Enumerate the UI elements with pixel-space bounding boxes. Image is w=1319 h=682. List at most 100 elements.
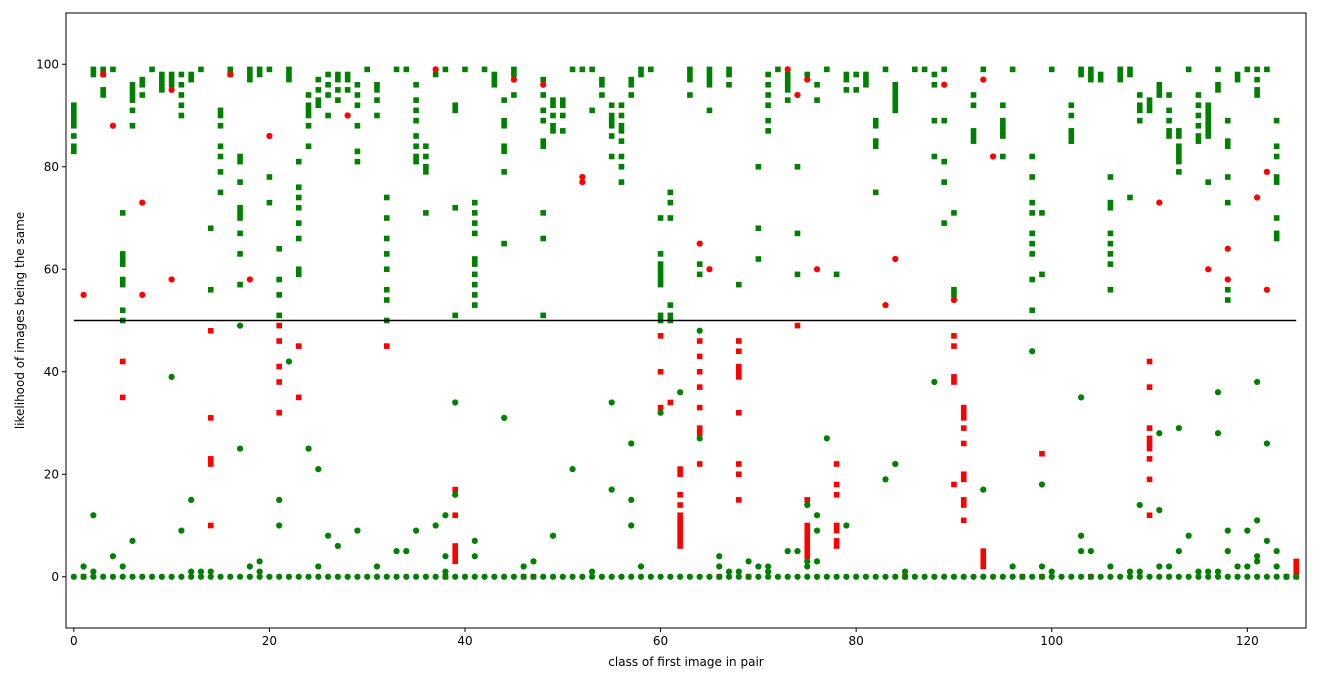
data-point-circle — [1048, 568, 1055, 575]
data-point-circle — [139, 573, 146, 580]
data-point-square — [696, 271, 703, 278]
data-point-square — [178, 92, 185, 98]
data-point-square — [1264, 66, 1270, 73]
data-point-circle — [1107, 573, 1114, 580]
data-point-square — [696, 425, 703, 431]
data-point-square — [383, 194, 390, 201]
data-point-circle — [305, 445, 312, 452]
data-point-circle — [657, 573, 664, 580]
data-point-square — [970, 102, 977, 109]
data-point-circle — [197, 568, 205, 575]
data-point-square — [1166, 92, 1172, 98]
data-point-circle — [491, 573, 498, 580]
data-point-circle — [1214, 389, 1222, 396]
data-point-square — [325, 71, 331, 78]
data-point-square — [569, 66, 576, 73]
data-point-circle — [696, 240, 703, 247]
data-point-square — [159, 71, 165, 78]
data-point-square — [413, 97, 419, 103]
data-point-square — [423, 153, 429, 160]
data-point-circle — [1175, 548, 1182, 555]
data-point-circle — [1263, 286, 1270, 293]
data-point-square — [726, 81, 732, 88]
data-point-square — [295, 271, 302, 278]
data-point-square — [423, 143, 429, 150]
data-point-square — [951, 333, 957, 339]
data-point-square — [1107, 199, 1114, 206]
data-point-square — [1254, 87, 1260, 93]
data-point-square — [804, 543, 811, 549]
data-point-square — [608, 102, 615, 109]
data-point-circle — [677, 389, 684, 396]
data-point-square — [755, 256, 762, 262]
data-point-square — [305, 92, 312, 98]
data-point-square — [305, 107, 312, 114]
data-point-square — [295, 343, 302, 349]
data-point-circle — [158, 573, 165, 580]
data-point-square — [471, 271, 478, 278]
data-point-circle — [1254, 517, 1261, 524]
data-point-square — [1146, 440, 1153, 447]
data-point-square — [452, 553, 459, 560]
data-point-circle — [1254, 573, 1261, 580]
data-point-square — [1166, 117, 1172, 124]
data-point-square — [550, 97, 556, 103]
data-point-square — [970, 128, 977, 134]
data-point-circle — [608, 399, 615, 406]
data-point-square — [1029, 240, 1035, 247]
data-point-circle — [1097, 573, 1104, 580]
data-point-square — [696, 430, 703, 437]
data-point-square — [559, 112, 566, 119]
x-tick-label: 100 — [1040, 634, 1063, 648]
data-point-square — [413, 143, 419, 150]
data-point-circle — [452, 491, 459, 498]
data-point-square — [1029, 199, 1035, 206]
data-point-square — [1166, 133, 1172, 139]
data-point-circle — [256, 558, 263, 565]
data-point-circle — [1146, 573, 1153, 580]
data-point-square — [970, 133, 977, 139]
data-point-circle — [236, 322, 244, 329]
data-point-square — [755, 225, 762, 232]
data-point-square — [511, 92, 517, 98]
data-point-circle — [843, 522, 850, 529]
data-point-square — [1107, 174, 1114, 180]
data-point-square — [295, 266, 302, 273]
data-point-square — [295, 158, 302, 165]
data-point-square — [1117, 71, 1123, 78]
data-point-circle — [119, 563, 126, 570]
data-point-square — [657, 368, 664, 375]
data-point-circle — [755, 563, 762, 570]
data-point-square — [1029, 251, 1035, 257]
data-point-square — [951, 210, 957, 216]
data-point-circle — [569, 466, 576, 473]
data-point-square — [315, 97, 322, 103]
data-point-square — [217, 169, 224, 175]
data-point-square — [540, 117, 547, 124]
data-point-circle — [1205, 568, 1212, 575]
data-point-square — [139, 92, 146, 98]
data-point-square — [1146, 384, 1153, 390]
data-point-square — [286, 76, 292, 83]
data-point-circle — [706, 266, 713, 273]
data-point-square — [892, 92, 899, 98]
data-point-square — [1273, 230, 1280, 237]
data-point-circle — [109, 553, 117, 560]
data-point-square — [960, 440, 967, 447]
data-point-circle — [315, 563, 322, 570]
data-point-circle — [1029, 348, 1036, 355]
data-point-circle — [980, 486, 987, 493]
data-point-square — [237, 179, 243, 185]
data-point-circle — [393, 548, 400, 555]
data-point-square — [872, 138, 879, 144]
data-point-square — [1254, 92, 1260, 98]
y-tick-label: 80 — [44, 160, 59, 174]
data-point-square — [1224, 199, 1231, 206]
data-point-square — [276, 379, 282, 385]
data-point-square — [217, 189, 224, 196]
data-point-circle — [1224, 245, 1231, 252]
data-point-square — [736, 471, 742, 478]
data-point-square — [1215, 66, 1221, 73]
data-point-square — [295, 220, 302, 226]
data-point-square — [1146, 435, 1153, 442]
